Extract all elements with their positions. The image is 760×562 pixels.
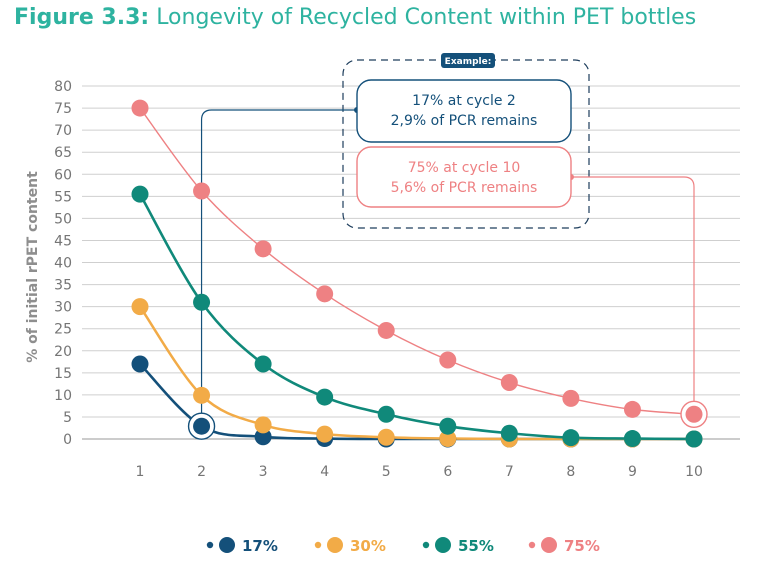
series-line-55% [138, 193, 695, 441]
data-point [439, 417, 457, 435]
data-point [193, 386, 211, 404]
y-tick-label: 0 [63, 432, 72, 448]
data-point [254, 240, 272, 258]
legend-marker [327, 537, 343, 553]
legend-label: 17% [242, 537, 278, 555]
x-tick-label: 4 [320, 464, 329, 480]
y-tick-label: 25 [54, 322, 72, 338]
data-point [316, 285, 334, 303]
data-point [377, 405, 395, 423]
data-point [623, 430, 641, 448]
data-point [131, 355, 149, 373]
x-axis-ticks: 1 2 3 4 5 6 7 8 9 10 [136, 464, 703, 480]
data-point [500, 374, 518, 392]
data-point [131, 99, 149, 117]
data-point [562, 389, 580, 407]
x-tick-label: 5 [382, 464, 391, 480]
data-point [254, 416, 272, 434]
y-tick-label: 30 [54, 300, 72, 316]
data-point [131, 185, 149, 203]
data-point [562, 429, 580, 447]
data-point [439, 351, 457, 369]
chart-title: Figure 3.3: Longevity of Recycled Conten… [14, 5, 696, 30]
data-point [254, 428, 272, 446]
data-point [193, 293, 211, 311]
data-point [377, 321, 395, 339]
annotations: Example: 17% at cycle 2 2,9% of PCR remain… [200, 53, 695, 414]
data-points [131, 99, 708, 448]
data-point [316, 388, 334, 406]
y-tick-label: 60 [54, 167, 72, 183]
x-tick-label: 7 [505, 464, 514, 480]
y-tick-label: 20 [54, 344, 72, 360]
example-tag [441, 53, 495, 68]
y-tick-label: 5 [63, 410, 72, 426]
data-point [377, 428, 395, 446]
annotation-box-2 [356, 146, 572, 208]
legend-marker [541, 537, 557, 553]
y-tick-label: 65 [54, 145, 72, 161]
x-tick-label: 8 [566, 464, 575, 480]
legend-small-dot [206, 541, 214, 549]
y-tick-label: 80 [54, 79, 72, 95]
annotation-line2: 2,9% of PCR remains [391, 113, 538, 129]
y-tick-label: 70 [54, 123, 72, 139]
annotation-box-1 [356, 79, 572, 143]
annotation-line2: 5,6% of PCR remains [391, 180, 538, 196]
data-point [193, 417, 211, 435]
data-point [131, 298, 149, 316]
series-line-75% [139, 107, 695, 415]
y-tick-label: 75 [54, 101, 72, 117]
y-tick-label: 40 [54, 256, 72, 272]
annotation-line1: 75% at cycle 10 [408, 160, 521, 176]
x-tick-label: 3 [259, 464, 268, 480]
y-tick-label: 10 [54, 388, 72, 404]
data-point [439, 430, 457, 448]
legend-label: 55% [458, 537, 494, 555]
data-point [685, 430, 703, 448]
legend-small-dot [422, 541, 430, 549]
legend-marker [435, 537, 451, 553]
data-point [254, 355, 272, 373]
x-tick-label: 10 [685, 464, 703, 480]
legend: 17% 30% 55% 75% [206, 537, 600, 555]
annotation-line1: 17% at cycle 2 [412, 93, 516, 109]
y-tick-label: 55 [54, 189, 72, 205]
y-axis-label: % of initial rPET content [25, 171, 41, 363]
x-tick-label: 6 [443, 464, 452, 480]
figure-title-text: Longevity of Recycled Content within PET… [156, 5, 697, 30]
annotation-leader-1 [200, 109, 357, 414]
x-tick-label: 1 [136, 464, 145, 480]
legend-small-dot [528, 541, 536, 549]
figure-number: Figure 3.3: [14, 5, 150, 30]
legend-marker [219, 537, 235, 553]
y-tick-label: 15 [54, 366, 72, 382]
legend-label: 75% [564, 537, 600, 555]
y-tick-label: 50 [54, 211, 72, 227]
legend-label: 30% [350, 537, 386, 555]
x-tick-label: 2 [197, 464, 206, 480]
data-point [623, 400, 641, 418]
y-tick-label: 45 [54, 233, 72, 249]
example-tag-label: Example: [445, 57, 492, 67]
x-tick-label: 9 [628, 464, 637, 480]
series-line-17% [139, 363, 694, 441]
data-point [500, 424, 518, 442]
data-point [193, 182, 211, 200]
y-axis-ticks: 0 5 10 15 20 25 30 35 40 45 50 55 60 65 70 75 80 [54, 79, 72, 448]
data-point [685, 405, 703, 423]
legend-small-dot [314, 541, 322, 549]
y-tick-label: 35 [54, 278, 72, 294]
annotation-leader-2 [571, 176, 695, 402]
data-point [316, 425, 334, 443]
